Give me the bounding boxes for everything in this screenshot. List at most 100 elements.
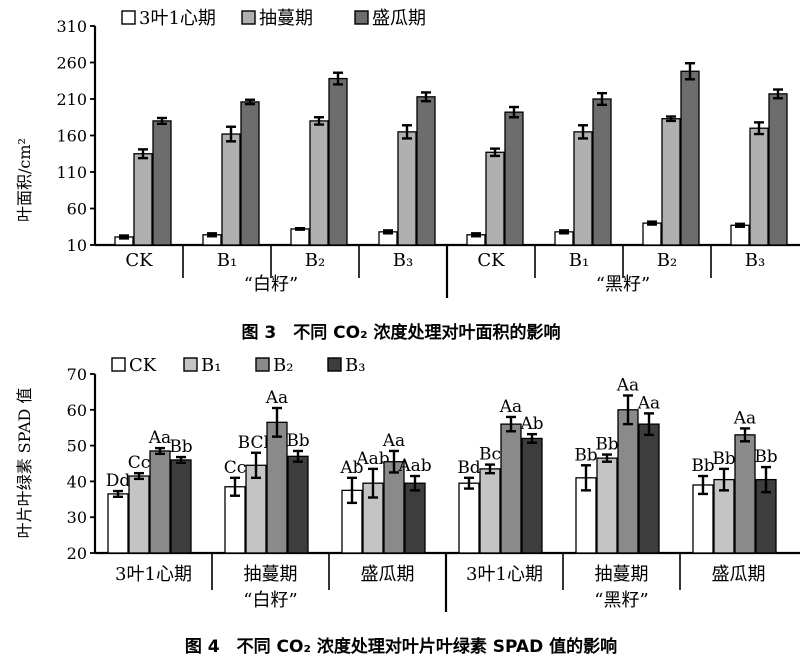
bar (458, 482, 480, 554)
bar (309, 120, 329, 246)
bar (661, 118, 681, 246)
significance-label: Bb (712, 449, 735, 469)
legend-label: CK (129, 355, 157, 376)
bar (479, 468, 501, 554)
significance-label: Aa (616, 375, 639, 395)
bar (404, 482, 426, 554)
bar (328, 77, 348, 246)
spad-chart: 20 30 40 50 60 70 叶片叶绿素 SPAD 值 3叶1心期 抽蔓期 盛瓜期 3叶1心期… (15, 355, 800, 612)
bar (617, 409, 639, 554)
legend-swatch (121, 10, 136, 25)
bar (149, 450, 171, 554)
legend-swatch (255, 357, 270, 372)
y-tick-label: 60 (67, 200, 87, 219)
bar (133, 153, 153, 246)
legend-swatch (327, 357, 342, 372)
category-label: B₂ (657, 250, 677, 271)
category-label: CK (125, 250, 153, 271)
significance-label: Cc (128, 453, 151, 473)
y-tick-label: 20 (67, 544, 87, 563)
category-label: B₃ (745, 250, 765, 271)
category-label: 盛瓜期 (712, 564, 766, 585)
significance-label: Aa (148, 428, 171, 448)
legend-swatch (241, 10, 256, 25)
y-tick-label: 10 (67, 236, 87, 255)
bar (521, 437, 543, 554)
significance-label: Aa (637, 393, 660, 413)
significance-label: Aab (355, 449, 389, 469)
category-label: 盛瓜期 (361, 564, 415, 585)
y-axis-title: 叶面积/cm² (15, 138, 34, 222)
bar (504, 111, 524, 246)
legend-swatch (354, 10, 369, 25)
bar (416, 96, 436, 246)
group-label: “黑籽” (594, 590, 648, 611)
significance-label: Bb (169, 437, 192, 457)
legend-label: B₃ (345, 355, 365, 376)
significance-label: Bb (574, 445, 597, 465)
legend-swatch (183, 357, 198, 372)
significance-label: Bb (595, 435, 618, 455)
y-tick-label: 110 (56, 163, 87, 182)
significance-label: Bd (457, 458, 480, 478)
y-tick-label: 60 (67, 401, 87, 420)
bar (638, 423, 660, 554)
legend-label: 抽蔓期 (259, 8, 313, 29)
category-label: B₁ (217, 250, 237, 271)
bar (397, 131, 417, 246)
significance-label: Aab (397, 456, 431, 476)
bar (500, 423, 522, 554)
y-tick-label: 260 (56, 54, 87, 73)
bar (596, 457, 618, 554)
significance-label: Ab (339, 458, 363, 478)
y-tick-label: 310 (56, 17, 87, 36)
legend-label: 3叶1心期 (139, 8, 216, 29)
category-label: CK (477, 250, 505, 271)
significance-label: Ab (519, 414, 543, 434)
bar (107, 493, 129, 554)
category-label: B₁ (569, 250, 589, 271)
bar (768, 93, 788, 246)
category-label: 抽蔓期 (595, 564, 649, 585)
significance-label: Bc (479, 445, 501, 465)
category-label: B₃ (393, 250, 413, 271)
category-label: 3叶1心期 (466, 564, 543, 585)
significance-label: Dd (106, 471, 131, 491)
y-tick-label: 70 (67, 365, 87, 384)
significance-label: Bb (691, 456, 714, 476)
bar (287, 455, 309, 554)
significance-label: Aa (382, 431, 405, 451)
bar (221, 133, 241, 246)
bar (266, 421, 288, 554)
significance-label: BCb (238, 433, 275, 453)
group-label: “白籽” (244, 274, 298, 295)
legend-label: 盛瓜期 (372, 8, 426, 29)
bar (592, 98, 612, 246)
category-label: B₂ (305, 250, 325, 271)
bar (680, 70, 700, 246)
bar (730, 224, 750, 246)
bar (573, 131, 593, 246)
significance-label: Aa (499, 397, 522, 417)
legend-swatch (111, 357, 126, 372)
bar (240, 101, 260, 246)
bar (734, 434, 756, 554)
category-label: 抽蔓期 (244, 564, 298, 585)
bar (152, 120, 172, 246)
bar (128, 475, 150, 554)
significance-label: Cc (224, 458, 247, 478)
significance-label: Bb (286, 431, 309, 451)
bar (290, 228, 310, 246)
y-tick-label: 210 (56, 90, 87, 109)
bar (170, 459, 192, 554)
y-tick-label: 30 (67, 508, 87, 527)
group-label: “白籽” (243, 590, 297, 611)
bar (642, 222, 662, 246)
figure-4-caption: 图 4 不同 CO₂ 浓度处理对叶片叶绿素 SPAD 值的影响 (184, 637, 618, 657)
leaf-area-chart: 10 60 110 160 210 260 310 叶面积/cm² CK B₁ B₂ B₃ CK B₁ B₂… (15, 8, 800, 298)
significance-label: Aa (265, 388, 288, 408)
figure-3-caption: 图 3 不同 CO₂ 浓度处理对叶面积的影响 (241, 323, 561, 343)
bar (749, 127, 769, 246)
significance-label: Bb (754, 447, 777, 467)
